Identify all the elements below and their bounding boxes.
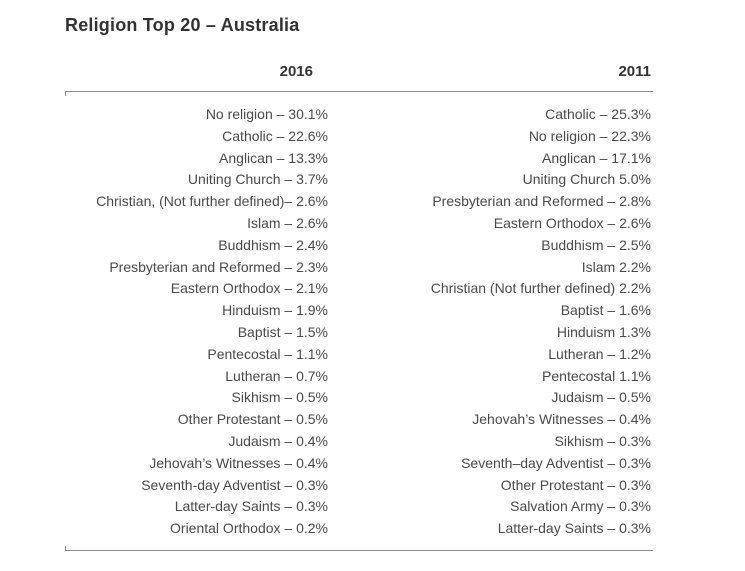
cell-2016: Jehovah’s Witnesses – 0.4%: [149, 454, 328, 471]
table-body: No religion – 30.1% Catholic – 25.3% Catho…: [65, 91, 653, 551]
cell-2016: Other Protestant – 0.5%: [177, 411, 328, 428]
cell-2011: Islam 2.2%: [581, 258, 651, 275]
religion-table: 2016 2011 No religion – 30.1% Catholic – …: [65, 61, 653, 551]
table-row: Lutheran – 0.7% Pentecostal 1.1%: [65, 366, 653, 388]
table-row: Catholic – 22.6% No religion – 22.3%: [65, 126, 653, 148]
page: Religion Top 20 – Australia 2016 2011 No…: [65, 15, 653, 551]
cell-2016: Christian, (Not further defined)– 2.6%: [96, 193, 328, 210]
cell-2011: Lutheran – 1.2%: [548, 345, 651, 362]
cell-2016: Lutheran – 0.7%: [225, 367, 328, 384]
cell-2016: Oriental Orthodox – 0.2%: [170, 520, 328, 537]
cell-2011: Christian (Not further defined) 2.2%: [430, 280, 651, 297]
cell-2011: Buddhism – 2.5%: [541, 236, 651, 253]
cell-2011: Salvation Army – 0.3%: [510, 498, 651, 515]
table-row: Oriental Orthodox – 0.2% Latter-day Saint…: [65, 518, 653, 540]
cell-2016: Pentecostal – 1.1%: [207, 345, 328, 362]
table-row: Buddhism – 2.4% Buddhism – 2.5%: [65, 235, 653, 257]
cell-2011: No religion – 22.3%: [528, 127, 651, 144]
cell-2011: Anglican – 17.1%: [542, 149, 651, 166]
table-row: Sikhism – 0.5% Judaism – 0.5%: [65, 387, 653, 409]
table-row: Eastern Orthodox – 2.1% Christian (Not fu…: [65, 278, 653, 300]
column-header-2016: 2016: [279, 63, 313, 80]
cell-2016: Eastern Orthodox – 2.1%: [170, 280, 328, 297]
cell-2011: Pentecostal 1.1%: [542, 367, 651, 384]
cell-2016: Presbyterian and Reformed – 2.3%: [109, 258, 328, 275]
column-header-2011: 2011: [618, 63, 651, 80]
table-row: Pentecostal – 1.1% Lutheran – 1.2%: [65, 344, 653, 366]
cell-2011: Uniting Church 5.0%: [522, 171, 651, 188]
table-row: Presbyterian and Reformed – 2.3% Islam 2.…: [65, 257, 653, 279]
table-row: Other Protestant – 0.5% Jehovah’s Witness…: [65, 409, 653, 431]
table-row: Judaism – 0.4% Sikhism – 0.3%: [65, 431, 653, 453]
cell-2011: Catholic – 25.3%: [545, 106, 651, 122]
table-row: Anglican – 13.3% Anglican – 17.1%: [65, 148, 653, 170]
table-row: Hinduism – 1.9% Baptist – 1.6%: [65, 300, 653, 322]
table-row: Baptist – 1.5% Hinduism 1.3%: [65, 322, 653, 344]
cell-2011: Baptist – 1.6%: [560, 302, 651, 319]
cell-2016: Catholic – 22.6%: [222, 127, 328, 144]
table-row: Seventh-day Adventist – 0.3% Other Protes…: [65, 475, 653, 497]
cell-2016: Baptist – 1.5%: [237, 323, 328, 340]
cell-2011: Other Protestant – 0.3%: [500, 476, 651, 493]
table-row: Uniting Church – 3.7% Uniting Church 5.0%: [65, 169, 653, 191]
cell-2011: Judaism – 0.5%: [551, 389, 651, 406]
page-title: Religion Top 20 – Australia: [65, 15, 300, 35]
cell-2011: Hinduism 1.3%: [556, 323, 651, 340]
cell-2016: Sikhism – 0.5%: [231, 389, 328, 406]
cell-2011: Presbyterian and Reformed – 2.8%: [432, 193, 651, 210]
table-header-row: 2016 2011: [65, 61, 653, 83]
cell-2011: Jehovah’s Witnesses – 0.4%: [472, 411, 651, 428]
cell-2016: Islam – 2.6%: [247, 214, 328, 231]
table-row: Jehovah’s Witnesses – 0.4% Seventh–day Ad…: [65, 453, 653, 475]
cell-2011: Eastern Orthodox – 2.6%: [493, 214, 651, 231]
cell-2016: Hinduism – 1.9%: [222, 302, 328, 319]
cell-2016: Seventh-day Adventist – 0.3%: [141, 476, 328, 493]
table-row: Latter-day Saints – 0.3% Salvation Army –…: [65, 496, 653, 518]
cell-2016: Latter-day Saints – 0.3%: [174, 498, 328, 515]
cell-2016: Buddhism – 2.4%: [218, 236, 328, 253]
cell-2011: Sikhism – 0.3%: [554, 432, 651, 449]
cell-2016: Uniting Church – 3.7%: [187, 171, 328, 188]
cell-2016: No religion – 30.1%: [205, 106, 328, 122]
table-row: Christian, (Not further defined)– 2.6% Pr…: [65, 191, 653, 213]
cell-2016: Judaism – 0.4%: [228, 432, 328, 449]
cell-2011: Latter-day Saints – 0.3%: [497, 520, 651, 537]
table-row: No religion – 30.1% Catholic – 25.3%: [65, 104, 653, 126]
cell-2016: Anglican – 13.3%: [219, 149, 328, 166]
cell-2011: Seventh–day Adventist – 0.3%: [461, 454, 651, 471]
table-row: Islam – 2.6% Eastern Orthodox – 2.6%: [65, 213, 653, 235]
